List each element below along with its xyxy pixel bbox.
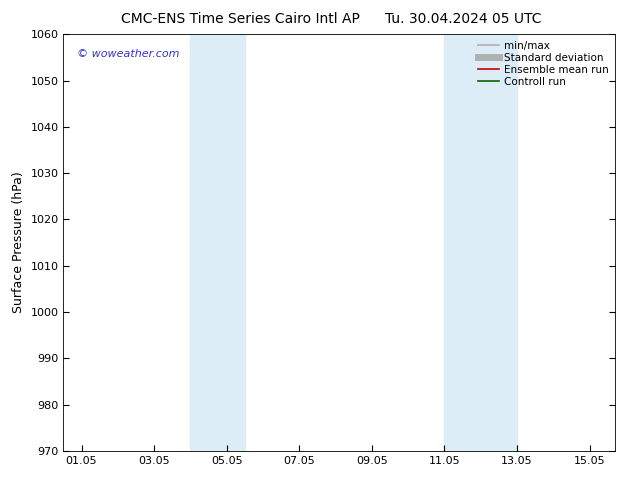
Text: Tu. 30.04.2024 05 UTC: Tu. 30.04.2024 05 UTC: [385, 12, 541, 26]
Y-axis label: Surface Pressure (hPa): Surface Pressure (hPa): [12, 172, 25, 314]
Text: © woweather.com: © woweather.com: [77, 49, 179, 59]
Legend: min/max, Standard deviation, Ensemble mean run, Controll run: min/max, Standard deviation, Ensemble me…: [475, 37, 612, 90]
Text: CMC-ENS Time Series Cairo Intl AP: CMC-ENS Time Series Cairo Intl AP: [122, 12, 360, 26]
Bar: [190, 34, 245, 451]
Bar: [444, 34, 517, 451]
